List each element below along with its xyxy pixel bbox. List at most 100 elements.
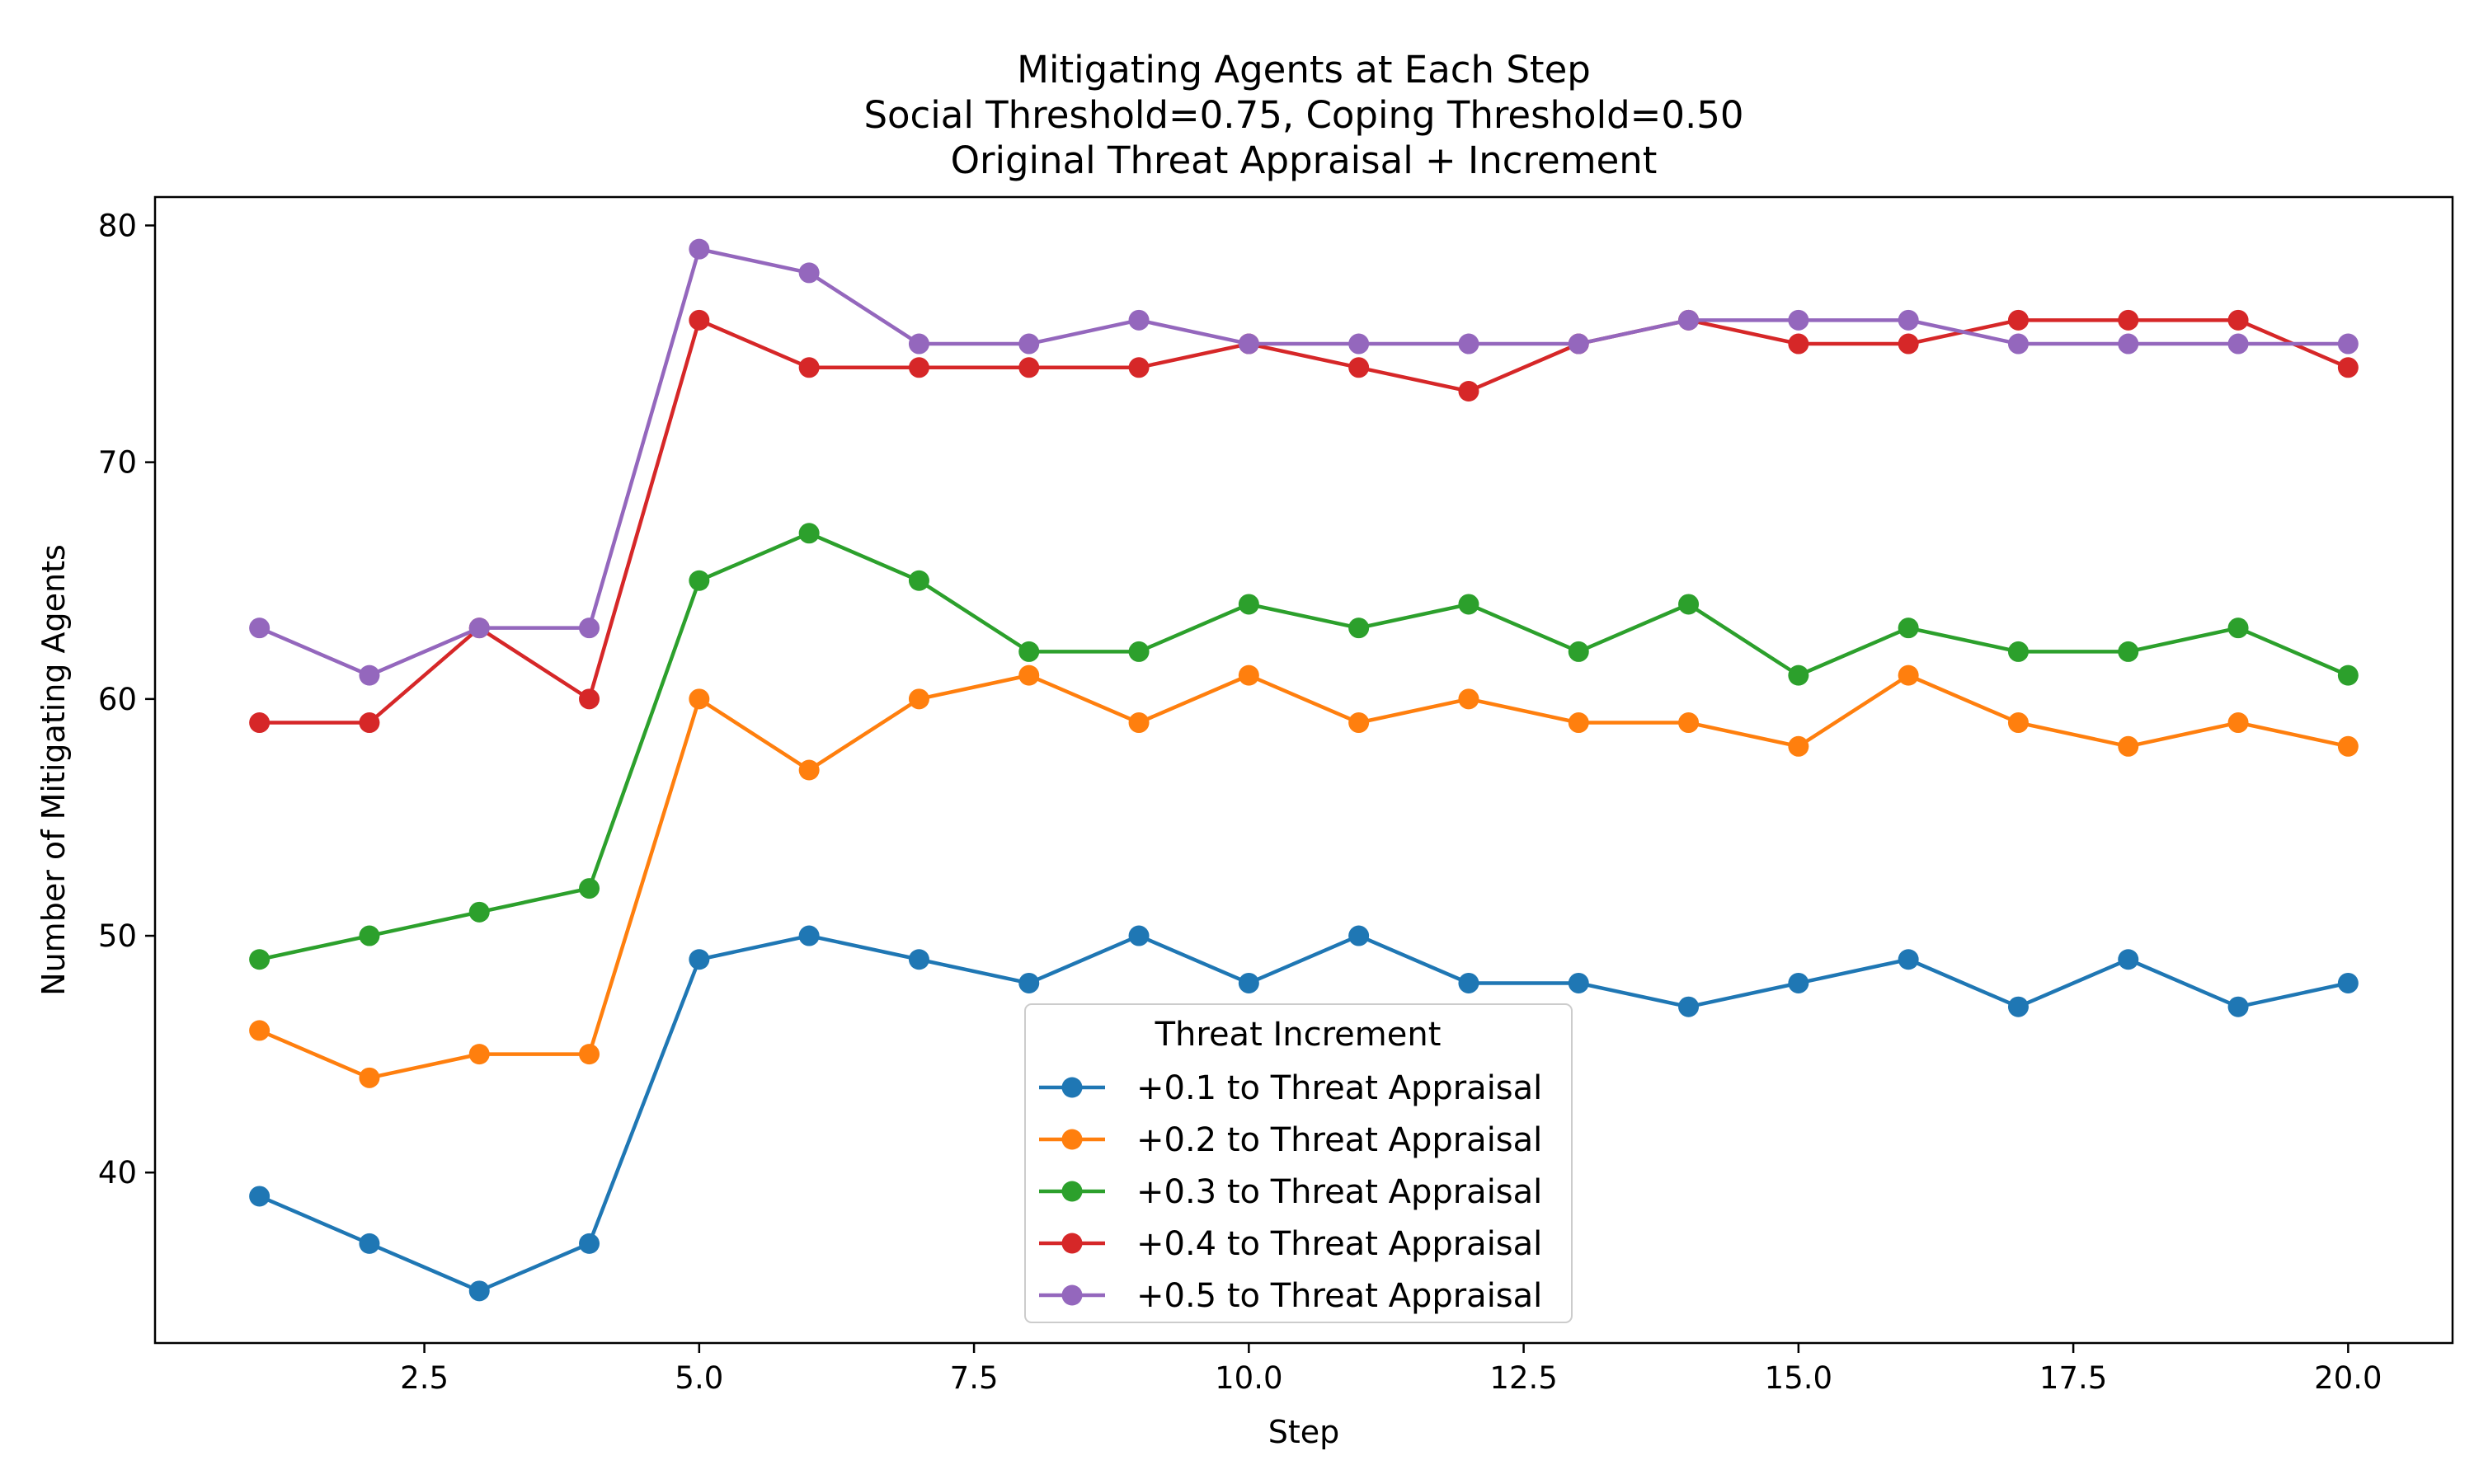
data-point — [579, 1044, 600, 1065]
data-point — [908, 570, 929, 591]
data-point — [2118, 949, 2139, 970]
data-point — [1128, 712, 1150, 734]
data-point — [798, 759, 820, 781]
data-point — [2007, 641, 2029, 662]
data-point — [2337, 735, 2359, 757]
data-point — [2337, 357, 2359, 378]
data-point — [908, 357, 929, 378]
data-point — [2337, 333, 2359, 355]
legend: Threat Increment +0.1 to Threat Appraisa… — [1024, 1003, 1573, 1323]
data-point — [1678, 594, 1700, 615]
legend-marker — [1061, 1233, 1083, 1254]
data-point — [1458, 333, 1479, 355]
data-point — [2337, 665, 2359, 686]
data-point — [1898, 309, 1919, 331]
data-point — [1568, 972, 1589, 993]
data-point — [579, 688, 600, 710]
data-point — [1568, 641, 1589, 662]
data-point — [1678, 996, 1700, 1017]
chart-title-line-2: Social Threshold=0.75, Coping Threshold=… — [863, 93, 1743, 137]
data-point — [689, 309, 710, 331]
y-tick-label: 60 — [98, 682, 137, 717]
data-point — [2007, 309, 2029, 331]
series-2 — [249, 665, 2359, 1088]
data-point — [359, 925, 380, 946]
data-point — [1018, 357, 1040, 378]
legend-marker — [1061, 1077, 1083, 1098]
data-point — [359, 665, 380, 686]
data-point — [2007, 333, 2029, 355]
data-point — [908, 688, 929, 710]
data-point — [579, 1233, 600, 1254]
series-line — [259, 318, 2349, 725]
data-point — [468, 618, 490, 639]
data-point — [359, 1067, 380, 1088]
data-point — [2118, 333, 2139, 355]
legend-items: +0.1 to Threat Appraisal +0.2 to Threat A… — [1039, 1069, 1542, 1315]
data-point — [2118, 735, 2139, 757]
data-point — [1788, 309, 1809, 331]
data-point — [1238, 594, 1259, 615]
data-point — [1568, 333, 1589, 355]
data-point — [798, 262, 820, 284]
data-point — [1018, 333, 1040, 355]
legend-label: +0.2 to Threat Appraisal — [1136, 1121, 1542, 1159]
data-point — [249, 712, 270, 734]
data-point — [798, 925, 820, 946]
data-point — [2227, 618, 2249, 639]
data-point — [1678, 309, 1700, 331]
data-point — [2118, 309, 2139, 331]
data-point — [1898, 949, 1919, 970]
data-point — [689, 570, 710, 591]
data-point — [249, 1020, 270, 1041]
data-point — [1128, 357, 1150, 378]
x-tick-label: 5.0 — [675, 1360, 723, 1396]
data-point — [908, 949, 929, 970]
y-axis-label: Number of Mitigating Agents — [35, 544, 72, 996]
series-line — [258, 673, 2349, 1080]
data-point — [1238, 333, 1259, 355]
chart-title-line-3: Original Threat Appraisal + Increment — [951, 139, 1658, 182]
data-point — [579, 618, 600, 639]
legend-entry: +0.5 to Threat Appraisal — [1039, 1277, 1542, 1315]
data-point — [1788, 333, 1809, 355]
legend-frame — [1024, 1003, 1573, 1323]
data-point — [1348, 618, 1370, 639]
data-point — [1238, 972, 1259, 993]
data-point — [579, 878, 600, 899]
series-layer — [249, 238, 2359, 1302]
legend-marker — [1061, 1284, 1083, 1306]
data-point — [1018, 665, 1040, 686]
data-point — [2007, 712, 2029, 734]
series-line — [258, 933, 2349, 1294]
legend-label: +0.3 to Threat Appraisal — [1136, 1173, 1542, 1211]
data-point — [1128, 641, 1150, 662]
legend-entry: +0.4 to Threat Appraisal — [1039, 1225, 1542, 1263]
legend-entry: +0.1 to Threat Appraisal — [1039, 1069, 1542, 1107]
data-point — [1898, 333, 1919, 355]
data-point — [359, 712, 380, 734]
data-point — [2227, 712, 2249, 734]
data-point — [2007, 996, 2029, 1017]
series-5 — [249, 238, 2359, 686]
data-point — [249, 1186, 270, 1207]
x-tick-label: 15.0 — [1765, 1360, 1832, 1396]
data-point — [468, 901, 490, 923]
x-axis: 2.5 5.0 7.5 10.0 12.5 15.0 17.5 20.0 — [400, 1343, 2382, 1396]
plot-area-frame — [153, 195, 2454, 1345]
legend-label: +0.1 to Threat Appraisal — [1136, 1069, 1542, 1107]
x-axis-label: Step — [1268, 1414, 1340, 1450]
x-tick-label: 2.5 — [400, 1360, 449, 1396]
data-point — [1898, 618, 1919, 639]
series-line — [258, 247, 2349, 678]
data-point — [1458, 972, 1479, 993]
data-point — [468, 1044, 490, 1065]
legend-label: +0.5 to Threat Appraisal — [1136, 1277, 1542, 1315]
data-point — [798, 357, 820, 378]
x-tick-label: 10.0 — [1215, 1360, 1282, 1396]
data-point — [1128, 309, 1150, 331]
x-tick-label: 7.5 — [950, 1360, 999, 1396]
data-point — [1348, 357, 1370, 378]
data-point — [249, 949, 270, 970]
